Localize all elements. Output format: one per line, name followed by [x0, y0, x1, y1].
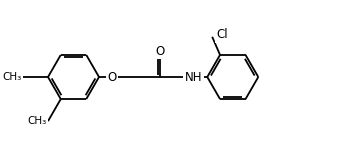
- Text: CH₃: CH₃: [28, 116, 47, 126]
- Text: NH: NH: [185, 71, 202, 83]
- Text: Cl: Cl: [216, 28, 228, 41]
- Text: O: O: [107, 71, 116, 83]
- Text: O: O: [155, 45, 165, 58]
- Text: CH₃: CH₃: [2, 72, 22, 82]
